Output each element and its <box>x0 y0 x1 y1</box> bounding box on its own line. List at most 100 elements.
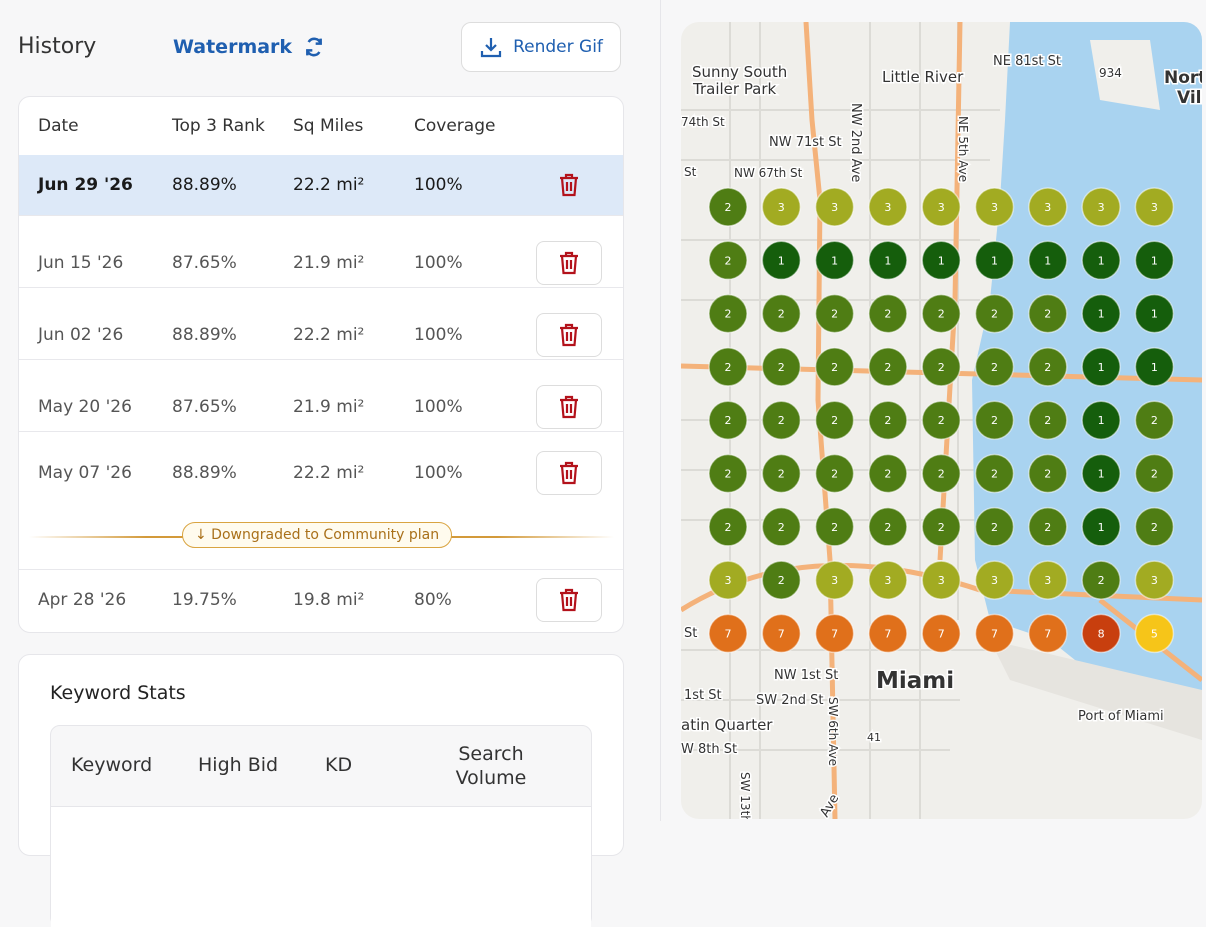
rank-label: 2 <box>938 468 945 481</box>
map-label: Miami <box>876 668 954 694</box>
history-row[interactable]: May 07 '26 88.89% 22.2 mi² 100% <box>19 443 623 503</box>
render-gif-button[interactable]: Render Gif <box>461 22 621 72</box>
rank-dot <box>921 507 961 547</box>
rank-dot <box>814 400 855 440</box>
rank-label: 7 <box>778 627 785 640</box>
history-row[interactable]: Apr 28 '26 19.75% 19.8 mi² 80% <box>19 569 623 631</box>
rank-label: 3 <box>831 574 838 587</box>
history-row[interactable]: Jun 29 '26 88.89% 22.2 mi² 100% <box>19 155 623 215</box>
download-icon <box>480 38 502 58</box>
rank-label: 2 <box>778 521 785 534</box>
column-header: Keyword <box>71 754 153 776</box>
rank-dot <box>708 293 748 334</box>
cell: 87.65% <box>172 253 237 273</box>
rank-label: 2 <box>725 468 732 481</box>
cell: 100% <box>414 253 463 273</box>
keyword-table: Keyword High Bid KD Search Volume <box>50 725 592 927</box>
rank-dot <box>1134 187 1175 227</box>
rank-dot <box>868 507 908 547</box>
rank-dot <box>1081 507 1121 547</box>
rank-dot <box>868 400 908 440</box>
column-header: Sq Miles <box>293 116 364 136</box>
divider <box>660 0 661 821</box>
rank-label: 2 <box>884 468 891 481</box>
rank-dot <box>708 507 748 547</box>
rank-dot <box>974 400 1015 440</box>
history-row[interactable]: May 20 '26 87.65% 21.9 mi² 100% <box>19 371 623 443</box>
rank-dot <box>1028 613 1068 654</box>
rank-label: 2 <box>884 414 891 427</box>
delete-button[interactable] <box>536 163 602 207</box>
rank-grid: 2 3 3 3 3 3 3 3 3 2 1 1 1 1 1 1 1 1 2 2 2 2 2 2 2 1 1 2 2 2 2 2 2 2 1 1 2 2 2 2… <box>708 187 1175 654</box>
map-label: Vill <box>1177 88 1202 108</box>
rank-label: 2 <box>884 361 891 374</box>
rank-label: 7 <box>884 627 891 640</box>
map-label: Port of Miami <box>1078 709 1164 724</box>
rank-dot <box>974 293 1015 334</box>
island <box>1090 40 1160 110</box>
map-label: St <box>684 626 697 641</box>
rank-label: 2 <box>831 414 838 427</box>
rank-dot <box>921 613 961 654</box>
rank-dot <box>974 560 1015 600</box>
map-label: Little River <box>882 68 964 86</box>
cell: 22.2 mi² <box>293 463 365 483</box>
row-separator <box>19 431 623 432</box>
rank-dot <box>921 560 961 600</box>
column-header: KD <box>325 754 353 776</box>
cell: 88.89% <box>172 325 237 345</box>
rank-dot <box>974 240 1015 281</box>
rank-label: 1 <box>1098 254 1105 267</box>
watermark-toggle[interactable]: Watermark <box>173 36 324 58</box>
rank-label: 2 <box>778 361 785 374</box>
map-label: NW 71st St <box>769 135 842 150</box>
rank-label: 2 <box>1044 414 1051 427</box>
map-label: SW 13th <box>738 772 752 819</box>
rank-dot <box>708 453 748 494</box>
rank-label: 2 <box>991 361 998 374</box>
cell: 21.9 mi² <box>293 397 365 417</box>
delete-button[interactable] <box>536 578 602 622</box>
rank-dot <box>868 453 908 494</box>
rank-dot <box>1028 293 1068 334</box>
rank-label: 2 <box>778 468 785 481</box>
rank-dot <box>1081 453 1121 494</box>
map-label: Trailer Park <box>692 80 777 98</box>
delete-button[interactable] <box>536 241 602 285</box>
rank-label: 7 <box>831 627 838 640</box>
map-label: Sunny South <box>692 63 787 81</box>
rank-dot <box>1028 187 1068 227</box>
rank-label: 3 <box>725 574 732 587</box>
rank-dot <box>1028 507 1068 547</box>
history-row[interactable]: Jun 02 '26 88.89% 22.2 mi² 100% <box>19 299 623 371</box>
panel-title: History <box>18 34 97 59</box>
rank-label: 3 <box>884 201 891 214</box>
delete-button[interactable] <box>536 385 602 429</box>
column-header: Date <box>38 116 79 136</box>
cell: 21.9 mi² <box>293 253 365 273</box>
map-label: SW 2nd St <box>756 693 823 708</box>
delete-button[interactable] <box>536 451 602 495</box>
map-label: 74th St <box>681 115 725 129</box>
keyword-stats-title: Keyword Stats <box>50 682 186 704</box>
rank-label: 2 <box>938 521 945 534</box>
trash-icon <box>560 173 578 197</box>
rank-dot <box>1134 507 1175 547</box>
history-table: Date Top 3 Rank Sq Miles Coverage Jun 29 '26… <box>18 96 624 633</box>
rank-label: 5 <box>1151 627 1158 640</box>
rank-dot <box>761 240 802 281</box>
rank-dot <box>761 187 802 227</box>
rank-label: 2 <box>1044 468 1051 481</box>
rank-label: 8 <box>1098 627 1105 640</box>
rank-label: 2 <box>725 361 732 374</box>
trash-icon <box>560 395 578 419</box>
rank-label: 1 <box>1098 521 1105 534</box>
rank-dot <box>868 240 908 281</box>
delete-button[interactable] <box>536 313 602 357</box>
rank-dot <box>974 347 1015 387</box>
rank-label: 2 <box>991 521 998 534</box>
history-row[interactable]: Jun 15 '26 87.65% 21.9 mi² 100% <box>19 227 623 299</box>
column-header: High Bid <box>198 754 279 776</box>
rank-label: 1 <box>831 254 838 267</box>
render-gif-label: Render Gif <box>513 37 603 57</box>
